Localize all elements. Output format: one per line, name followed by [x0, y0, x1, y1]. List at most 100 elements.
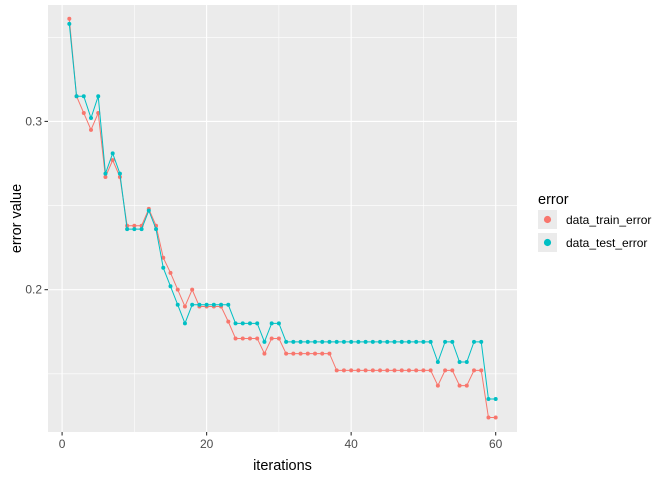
data-point [464, 360, 469, 365]
data-point [428, 339, 433, 344]
data-point [190, 287, 195, 292]
data-point [313, 351, 318, 356]
data-point [262, 339, 267, 344]
data-point [132, 227, 137, 232]
data-point [313, 339, 318, 344]
data-point [175, 287, 180, 292]
data-point [406, 368, 411, 373]
data-point [211, 302, 216, 307]
data-point [161, 255, 166, 260]
data-point [284, 339, 289, 344]
data-point [334, 368, 339, 373]
data-point [103, 171, 108, 176]
data-point [341, 368, 346, 373]
data-point [182, 304, 187, 309]
data-point [414, 339, 419, 344]
data-point [443, 339, 448, 344]
data-point [327, 351, 332, 356]
data-point [96, 94, 101, 99]
x-tick-label: 60 [489, 437, 503, 451]
data-point [399, 339, 404, 344]
data-point [247, 336, 252, 341]
data-point [67, 21, 72, 26]
data-point [435, 383, 440, 388]
data-point [240, 321, 245, 326]
data-point [334, 339, 339, 344]
data-point [247, 321, 252, 326]
data-point [276, 321, 281, 326]
data-point [291, 339, 296, 344]
x-tick-label: 20 [200, 437, 214, 451]
series-data_test_error [67, 21, 498, 402]
data-point [103, 174, 108, 179]
data-point [269, 321, 274, 326]
data-point [443, 368, 448, 373]
legend-label: data_test_error [566, 236, 647, 250]
legend-title: error [538, 192, 569, 208]
data-point [74, 94, 79, 99]
data-point [493, 397, 498, 402]
data-point [197, 302, 202, 307]
data-point [472, 339, 477, 344]
data-point [190, 302, 195, 307]
data-point [493, 415, 498, 420]
x-axis-title: iterations [253, 458, 312, 474]
y-tick-label: 0.2 [25, 283, 42, 297]
data-point [125, 227, 130, 232]
data-point [269, 336, 274, 341]
data-point [298, 351, 303, 356]
data-point [81, 94, 86, 99]
data-point [406, 339, 411, 344]
data-point [168, 284, 173, 289]
data-point [255, 321, 260, 326]
data-point [168, 270, 173, 275]
data-point [392, 368, 397, 373]
data-point [457, 383, 462, 388]
grid-minor [48, 5, 517, 432]
data-point [305, 339, 310, 344]
data-point [479, 339, 484, 344]
grid-major [48, 5, 517, 432]
data-point [450, 339, 455, 344]
data-point [472, 368, 477, 373]
plot-panel [48, 5, 517, 432]
data-point [305, 351, 310, 356]
data-point [428, 368, 433, 373]
data-point [117, 171, 122, 176]
data-point [378, 368, 383, 373]
y-tick-label: 0.3 [25, 114, 42, 128]
x-tick-labels: 0 20 40 60 [59, 437, 503, 451]
data-point [291, 351, 296, 356]
data-point [385, 368, 390, 373]
data-point [414, 368, 419, 373]
data-point [161, 265, 166, 270]
data-point [204, 302, 209, 307]
legend-items: data_train_error data_test_error [538, 210, 651, 252]
legend-key-data_train_error [543, 215, 552, 224]
data-point [233, 336, 238, 341]
data-point [262, 351, 267, 356]
data-point [146, 208, 151, 213]
legend: error data_train_error data_test_error [538, 192, 651, 252]
data-point [110, 158, 115, 163]
data-point [276, 336, 281, 341]
data-point [435, 360, 440, 365]
data-point [363, 339, 368, 344]
data-point [349, 339, 354, 344]
data-point [320, 351, 325, 356]
series-data_train_error [67, 16, 498, 420]
data-point [356, 368, 361, 373]
data-point [81, 111, 86, 116]
axis-ticks [44, 120, 497, 436]
data-point [233, 321, 238, 326]
data-point [327, 339, 332, 344]
data-point [450, 368, 455, 373]
x-tick-label: 40 [344, 437, 358, 451]
data-point [385, 339, 390, 344]
data-point [486, 415, 491, 420]
data-point [154, 227, 159, 232]
data-point [399, 368, 404, 373]
data-point [479, 368, 484, 373]
x-tick-label: 0 [59, 437, 66, 451]
